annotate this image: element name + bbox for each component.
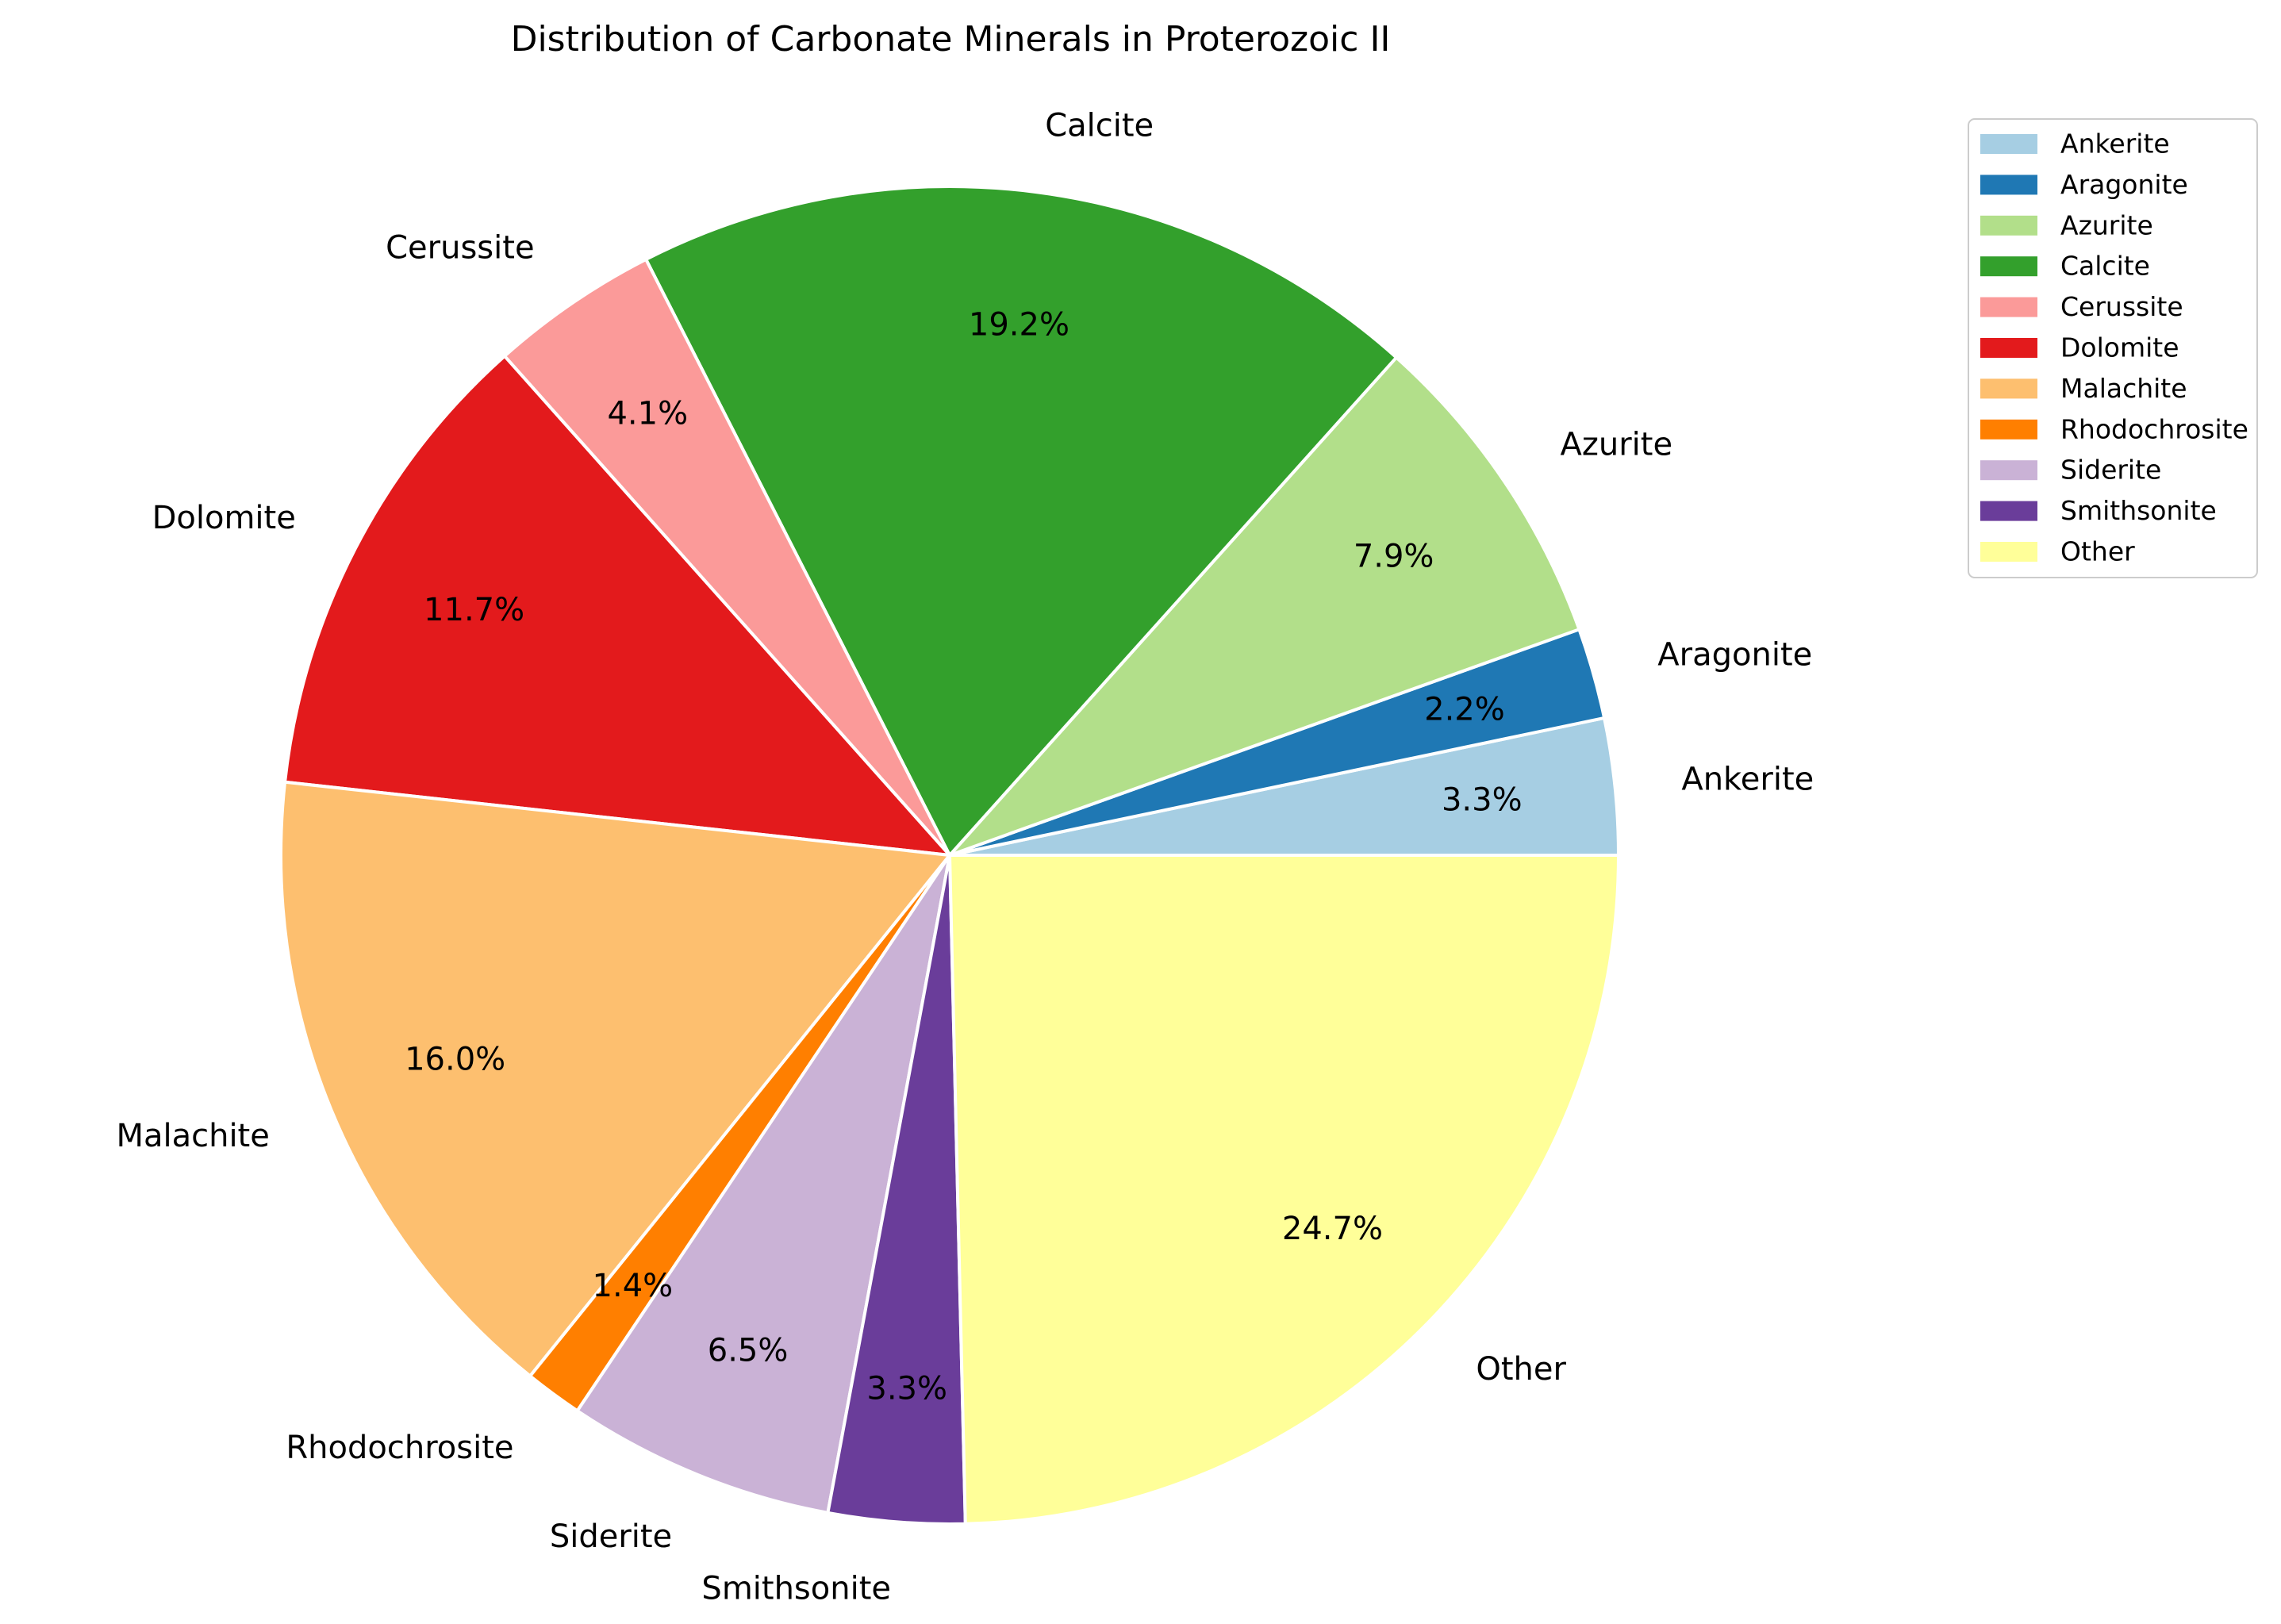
- legend-swatch-ankerite: [1980, 134, 2037, 154]
- pie-slice-azurite: [948, 355, 1581, 857]
- pct-label-azurite: 7.9%: [1354, 539, 1434, 575]
- legend-swatch-calcite: [1980, 256, 2037, 277]
- chart-title: Distribution of Carbonate Minerals in Pr…: [511, 19, 1391, 60]
- legend-label-azurite: Azurite: [2060, 209, 2153, 240]
- legend-items: Ankerite Aragonite Azurite Calcite Cerussite…: [1980, 129, 2248, 567]
- pct-label-other: 24.7%: [1282, 1211, 1383, 1247]
- legend-swatch-rhodochrosite: [1980, 419, 2037, 440]
- slice-label-rhodochrosite: Rhodochrosite: [286, 1430, 513, 1466]
- slice-label-smithsonite: Smithsonite: [701, 1570, 891, 1607]
- pct-label-smithsonite: 3.3%: [866, 1370, 947, 1407]
- legend-label-malachite: Malachite: [2060, 373, 2187, 404]
- legend-swatch-azurite: [1980, 215, 2037, 236]
- legend-swatch-siderite: [1980, 460, 2037, 481]
- percentage-labels: 3.3% 2.2% 7.9% 19.2% 4.1% 11.7% 16.0% 1.4% 6.5% 3…: [405, 306, 1523, 1407]
- legend-swatch-dolomite: [1980, 338, 2037, 358]
- legend-label-rhodochrosite: Rhodochrosite: [2060, 413, 2248, 444]
- pct-label-siderite: 6.5%: [708, 1333, 789, 1369]
- slice-label-dolomite: Dolomite: [152, 500, 296, 536]
- legend-swatch-other: [1980, 542, 2037, 562]
- slice-label-malachite: Malachite: [116, 1118, 269, 1154]
- pie-slice-malachite: [279, 780, 951, 1378]
- pct-label-aragonite: 2.2%: [1424, 691, 1505, 728]
- pie-slice-cerussite: [502, 257, 951, 857]
- pct-label-malachite: 16.0%: [405, 1041, 505, 1077]
- legend-label-calcite: Calcite: [2060, 251, 2150, 282]
- pie-slice-other: [948, 854, 1620, 1526]
- slice-label-ankerite: Ankerite: [1681, 761, 1814, 797]
- pct-label-cerussite: 4.1%: [607, 395, 688, 432]
- slice-label-calcite: Calcite: [1045, 108, 1154, 144]
- pie-slices: [279, 185, 1620, 1526]
- legend-label-other: Other: [2060, 536, 2135, 567]
- legend-label-siderite: Siderite: [2060, 455, 2161, 486]
- legend-label-ankerite: Ankerite: [2060, 129, 2170, 159]
- legend-swatch-smithsonite: [1980, 501, 2037, 521]
- slice-label-siderite: Siderite: [550, 1518, 672, 1555]
- slice-label-aragonite: Aragonite: [1657, 637, 1812, 674]
- legend-swatch-malachite: [1980, 378, 2037, 399]
- pct-label-dolomite: 11.7%: [424, 592, 524, 628]
- legend-swatch-aragonite: [1980, 175, 2037, 195]
- slice-label-cerussite: Cerussite: [386, 230, 534, 267]
- pct-label-calcite: 19.2%: [969, 306, 1069, 343]
- pie-slice-dolomite: [283, 354, 951, 857]
- slice-labels: Ankerite Aragonite Azurite Calcite Cerussite…: [116, 108, 1814, 1607]
- legend-label-dolomite: Dolomite: [2060, 332, 2179, 363]
- legend-frame: [1968, 118, 2258, 578]
- pie-slice-calcite: [644, 185, 1399, 857]
- pie-slice-siderite: [575, 854, 951, 1515]
- legend: Ankerite Aragonite Azurite Calcite Cerussite…: [1968, 118, 2258, 578]
- legend-swatch-cerussite: [1980, 297, 2037, 317]
- legend-label-cerussite: Cerussite: [2060, 291, 2183, 322]
- pct-label-ankerite: 3.3%: [1442, 781, 1523, 818]
- legend-label-smithsonite: Smithsonite: [2060, 495, 2217, 526]
- slice-label-azurite: Azurite: [1561, 427, 1673, 463]
- pct-label-rhodochrosite: 1.4%: [593, 1268, 674, 1304]
- legend-label-aragonite: Aragonite: [2060, 169, 2188, 200]
- slice-label-other: Other: [1476, 1351, 1566, 1388]
